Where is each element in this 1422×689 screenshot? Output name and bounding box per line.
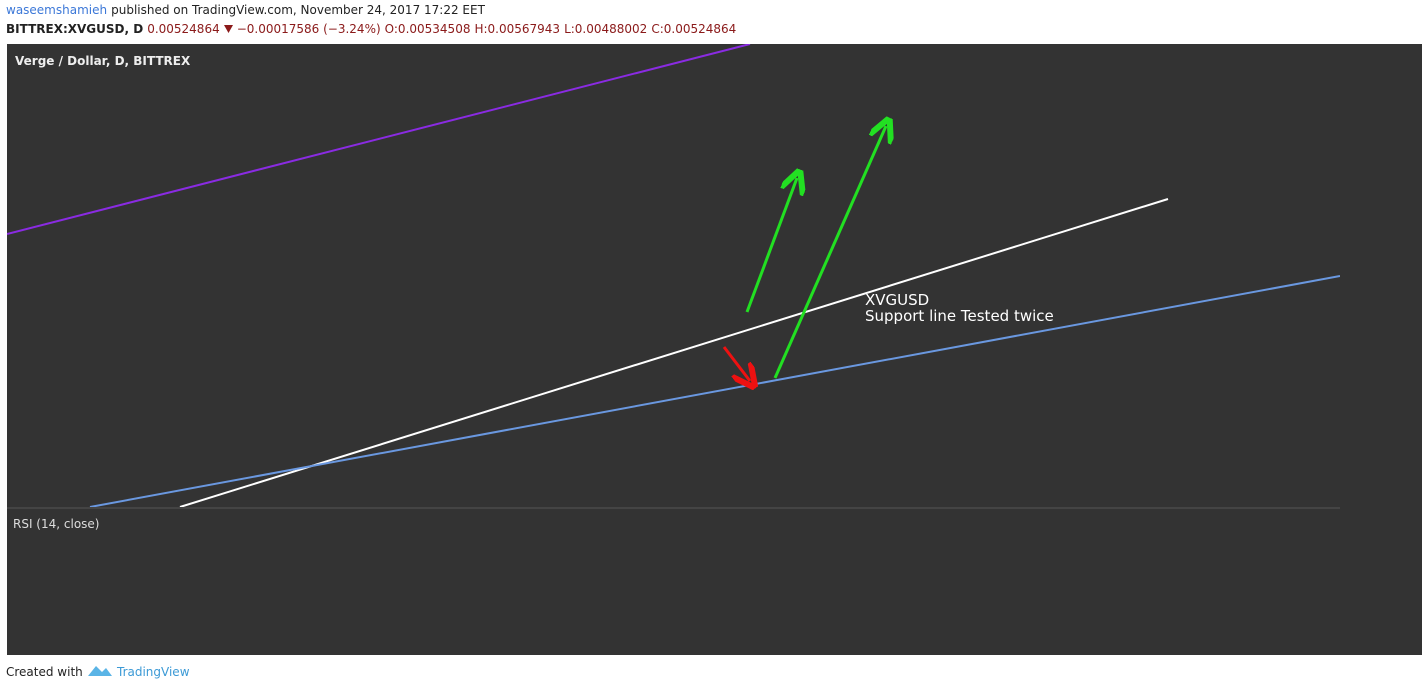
arrow [722,346,750,381]
last: 0.00524864 [147,22,220,36]
price-axis [1340,44,1422,634]
footer-brand[interactable]: TradingView [116,665,190,679]
channel-line [7,44,751,235]
footer-text: Created with [6,665,83,679]
support-line [179,198,1169,507]
header-line-1: waseemshamieh published on TradingView.co… [6,3,489,17]
down-icon [223,25,233,33]
header-line-2: BITTREX:XVGUSD, D 0.00524864 −0.00017586 (… [6,22,740,36]
ohlc: H:0.00567943 [474,22,561,36]
ohlc: C:0.00524864 [651,22,737,36]
annotation: Support line Tested twice [865,307,1054,325]
time-axis [7,630,1422,655]
change: −0.00017586 (−3.24%) [236,22,381,36]
rsi-title: RSI (14, close) [13,517,99,531]
arrow [773,126,886,379]
published: published on TradingView.com, November 2… [111,3,485,17]
ohlc: O:0.00534508 [384,22,471,36]
logo [88,666,112,676]
arrow [745,178,797,313]
author[interactable]: waseemshamieh [6,3,108,17]
annotation: XVGUSD [865,291,929,309]
drawings [7,44,1340,507]
pane-background [7,44,1340,630]
symbol: BITTREX:XVGUSD, D [6,22,144,36]
support-line [89,275,1340,507]
ohlc: L:0.00488002 [564,22,648,36]
chart-title: Verge / Dollar, D, BITTREX [15,54,191,68]
